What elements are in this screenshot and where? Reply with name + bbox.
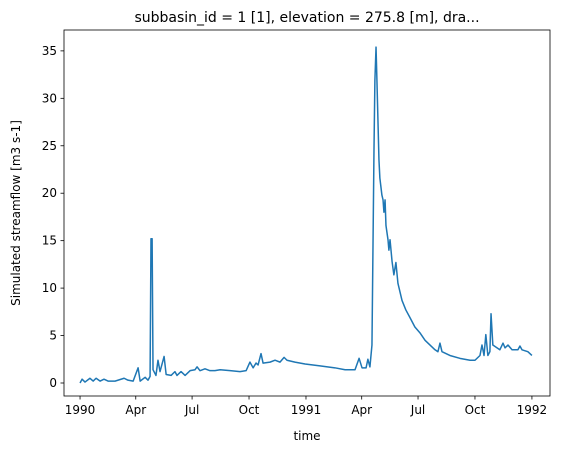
- y-tick-label: 5: [49, 329, 57, 343]
- x-tick-label: Jul: [184, 403, 199, 417]
- y-tick-label: 20: [42, 186, 57, 200]
- y-tick-label: 35: [42, 44, 57, 58]
- x-tick-label: Oct: [465, 403, 486, 417]
- axes-frame: [63, 29, 551, 397]
- x-tick-label: 1991: [291, 403, 322, 417]
- chart-title: subbasin_id = 1 [1], elevation = 275.8 […: [134, 10, 479, 26]
- y-tick-label: 25: [42, 139, 57, 153]
- x-tick-label: Oct: [239, 403, 260, 417]
- y-tick-label: 0: [49, 376, 57, 390]
- y-tick-label: 15: [42, 234, 57, 248]
- x-tick-label: Apr: [125, 403, 146, 417]
- y-tick-label: 10: [42, 281, 57, 295]
- y-tick-label: 30: [42, 91, 57, 105]
- y-axis-label: Simulated streamflow [m3 s-1]: [9, 120, 23, 306]
- data-line: [79, 46, 533, 384]
- x-tick-label: 1990: [65, 403, 96, 417]
- x-tick-label: Jul: [410, 403, 425, 417]
- x-axis-label: time: [293, 429, 320, 443]
- x-tick-label: Apr: [351, 403, 372, 417]
- x-tick-label: 1992: [517, 403, 548, 417]
